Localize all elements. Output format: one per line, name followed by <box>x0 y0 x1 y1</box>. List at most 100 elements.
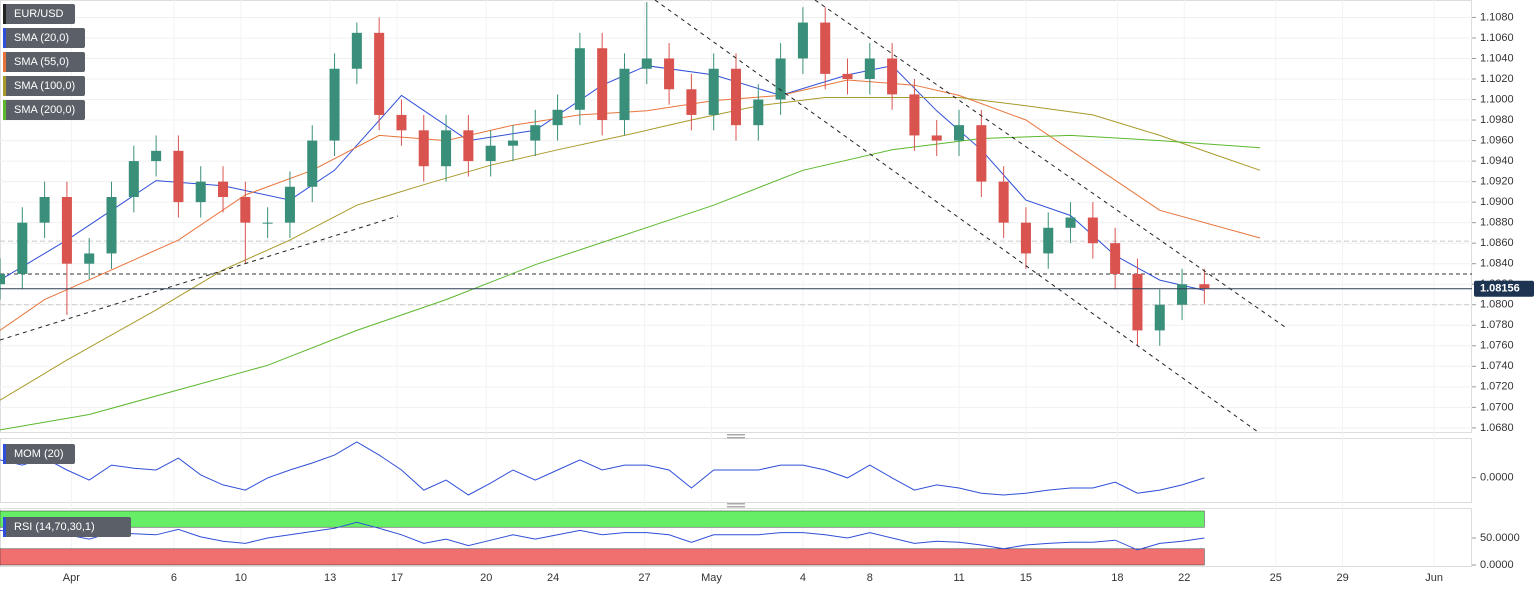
x-tick-label: 8 <box>867 572 873 584</box>
candle-body <box>797 22 808 59</box>
candle-body <box>128 161 139 198</box>
candle-body <box>396 114 407 131</box>
trend-line <box>654 0 1259 433</box>
candle-body <box>887 58 898 95</box>
candle-body <box>151 150 162 162</box>
candle-body <box>976 125 987 182</box>
candle-body <box>842 73 853 80</box>
y-tick-label: 1.0840 <box>1480 258 1514 270</box>
x-tick-label: Jun <box>1425 572 1443 584</box>
legend-entry: MOM (20) <box>3 444 75 464</box>
y-tick-label: 1.0680 <box>1480 422 1514 434</box>
candle-body <box>909 94 920 136</box>
y-tick-label: 1.1060 <box>1480 32 1514 44</box>
x-tick-label: 20 <box>480 572 492 584</box>
y-tick-label: 1.0920 <box>1480 176 1514 188</box>
legend-entry: SMA (100,0) <box>3 76 85 96</box>
handle[interactable] <box>727 437 745 439</box>
candle-body <box>195 181 206 203</box>
x-tick-label: 11 <box>953 572 964 584</box>
candle-body <box>619 68 630 121</box>
candle-body <box>463 130 474 162</box>
legend-box <box>3 100 85 120</box>
candle-body <box>552 109 563 126</box>
x-tick-label: 27 <box>638 572 650 584</box>
x-tick-label: 10 <box>235 572 247 584</box>
legend-box <box>3 28 85 48</box>
candle-body <box>998 181 1009 223</box>
legend-swatch <box>3 100 6 120</box>
legend-swatch <box>3 28 6 48</box>
candle-body <box>84 253 95 264</box>
candle-body <box>1020 222 1031 254</box>
last-price-label: 1.08156 <box>1480 283 1520 295</box>
sma-line <box>0 65 1205 291</box>
y-tick-label: 1.0980 <box>1480 114 1514 126</box>
legend-box <box>3 4 75 24</box>
candle-body <box>1154 304 1165 331</box>
overbought-band <box>0 510 1205 528</box>
y-tick-label: 1.0880 <box>1480 217 1514 229</box>
candle-body <box>418 130 429 167</box>
y-tick-label: 1.0800 <box>1480 299 1514 311</box>
candle-body <box>61 197 72 264</box>
candle-body <box>931 135 942 141</box>
candle-body <box>218 181 229 198</box>
legend-label: MOM (20) <box>14 448 64 460</box>
legend-box <box>3 444 75 464</box>
candle-body <box>1177 284 1188 305</box>
x-tick-label: 24 <box>547 572 559 584</box>
x-tick-label: 18 <box>1111 572 1123 584</box>
y-tick-label: 1.0780 <box>1480 319 1514 331</box>
trend-line <box>0 215 399 341</box>
legend-label: SMA (20,0) <box>14 32 69 44</box>
overlay: 1.0680 1.0700 1.0720 1.0740 1.0760 1.0780 1.08… <box>0 4 1534 584</box>
legend-swatch <box>3 4 6 24</box>
candle-body <box>39 197 50 223</box>
candle-body <box>954 125 965 141</box>
candle-body <box>1043 227 1054 254</box>
candle-body <box>240 197 251 223</box>
oversold-band <box>0 548 1205 566</box>
candle-body <box>284 186 295 223</box>
pane-handles <box>727 434 745 508</box>
handle[interactable] <box>727 434 745 436</box>
y-tick-label: 1.0860 <box>1480 237 1514 249</box>
legend-label: RSI (14,70,30,1) <box>14 521 95 533</box>
candle-body <box>507 140 518 146</box>
x-tick-label: 25 <box>1270 572 1282 584</box>
main-frame <box>0 0 1472 433</box>
x-tick-label: 4 <box>800 572 806 584</box>
legend-label: EUR/USD <box>14 8 64 20</box>
candle-body <box>664 58 675 90</box>
y-tick-label: 1.1000 <box>1480 93 1514 105</box>
candle-body <box>1065 217 1076 228</box>
candle-body <box>441 130 452 167</box>
sma-line <box>0 134 1261 431</box>
rsi-frame <box>0 508 1472 567</box>
candle-body <box>1199 284 1210 289</box>
marks <box>0 0 1472 566</box>
y-tick-label: 1.0720 <box>1480 381 1514 393</box>
handle[interactable] <box>727 503 745 505</box>
y-tick-label: 0.0000 <box>1480 472 1514 484</box>
y-tick-label: 1.1040 <box>1480 52 1514 64</box>
x-tick-label: Apr <box>63 572 80 584</box>
x-tick-label: 17 <box>391 572 403 584</box>
sma-line <box>0 79 1261 331</box>
candle-body <box>307 140 318 187</box>
candle-body <box>1087 217 1098 244</box>
legend-box <box>3 76 85 96</box>
legend-swatch <box>3 517 6 537</box>
candle-body <box>530 125 541 141</box>
legend-entry: RSI (14,70,30,1) <box>3 517 131 537</box>
candle-body <box>374 32 385 115</box>
y-tick-label: 1.1080 <box>1480 11 1514 23</box>
candle-body <box>820 22 831 74</box>
candle-body <box>173 150 184 203</box>
handle[interactable] <box>727 506 745 508</box>
candle-body <box>753 99 764 126</box>
x-tick-label: 6 <box>171 572 177 584</box>
